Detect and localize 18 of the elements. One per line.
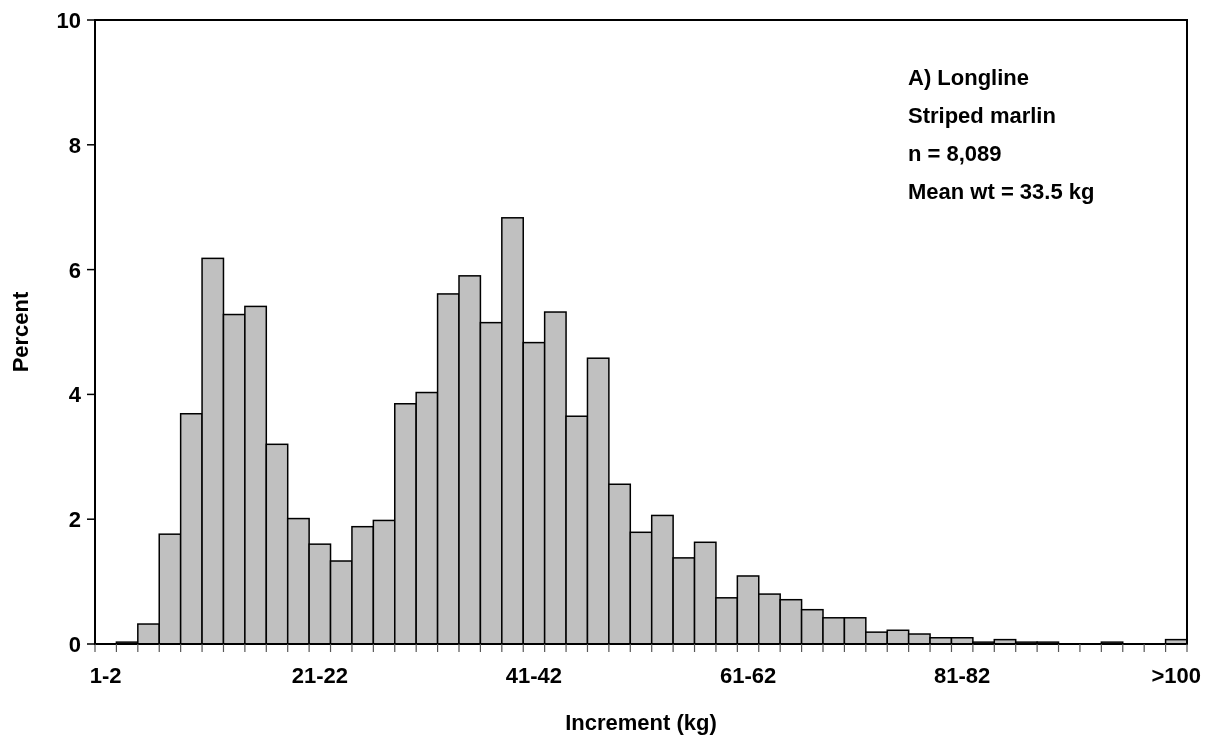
x-tick-label: 1-2: [89, 663, 122, 688]
annotation: A) Longline: [908, 65, 1029, 90]
x-tick-label: 81-82: [934, 663, 991, 688]
x-tick-label: 41-42: [505, 663, 563, 688]
y-tick-label: 0: [68, 631, 81, 657]
y-tick-label: 4: [68, 382, 82, 408]
x-axis-title: Increment (kg): [565, 710, 717, 735]
annotation: n = 8,089: [908, 141, 1002, 166]
x-tick-label: 21-22: [291, 663, 348, 688]
y-tick-label: 10: [56, 7, 81, 33]
x-tick-label: 61-62: [719, 663, 777, 688]
y-axis-title: Percent: [8, 290, 33, 373]
annotation: Striped marlin: [908, 103, 1056, 128]
y-tick-label: 2: [68, 507, 81, 533]
y-tick-label: 8: [68, 132, 81, 158]
x-tick-label: >100: [1151, 663, 1202, 688]
annotation: Mean wt = 33.5 kg: [908, 179, 1095, 204]
y-tick-label: 6: [68, 257, 81, 283]
